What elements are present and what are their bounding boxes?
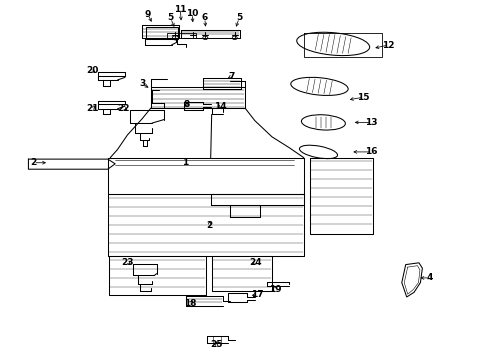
Ellipse shape: [301, 115, 345, 130]
Text: 12: 12: [382, 40, 394, 49]
Text: 24: 24: [249, 258, 262, 266]
Ellipse shape: [297, 32, 369, 55]
Polygon shape: [402, 263, 422, 297]
Text: 2: 2: [30, 158, 36, 167]
Ellipse shape: [299, 145, 338, 159]
Text: 6: 6: [202, 13, 208, 22]
Text: 5: 5: [236, 13, 242, 22]
Text: 16: 16: [365, 148, 378, 156]
Text: 10: 10: [186, 9, 198, 18]
Text: 22: 22: [117, 104, 130, 112]
Text: 21: 21: [86, 104, 98, 113]
Text: 18: 18: [184, 299, 196, 307]
Text: 4: 4: [427, 274, 434, 282]
Text: 8: 8: [183, 100, 189, 109]
Text: 7: 7: [228, 72, 235, 81]
Text: 15: 15: [357, 93, 370, 102]
Text: 9: 9: [145, 10, 151, 19]
Text: 19: 19: [269, 285, 282, 294]
Text: 11: 11: [174, 4, 187, 13]
Text: 17: 17: [251, 290, 264, 299]
Text: 13: 13: [365, 118, 378, 127]
Text: 23: 23: [121, 258, 134, 266]
Text: 14: 14: [214, 102, 227, 111]
Text: 20: 20: [86, 66, 98, 75]
Text: 2: 2: [207, 220, 213, 230]
Text: 3: 3: [139, 79, 145, 88]
Ellipse shape: [291, 77, 348, 95]
Text: 5: 5: [168, 13, 173, 22]
Text: 25: 25: [210, 341, 223, 349]
Text: 1: 1: [182, 158, 188, 167]
